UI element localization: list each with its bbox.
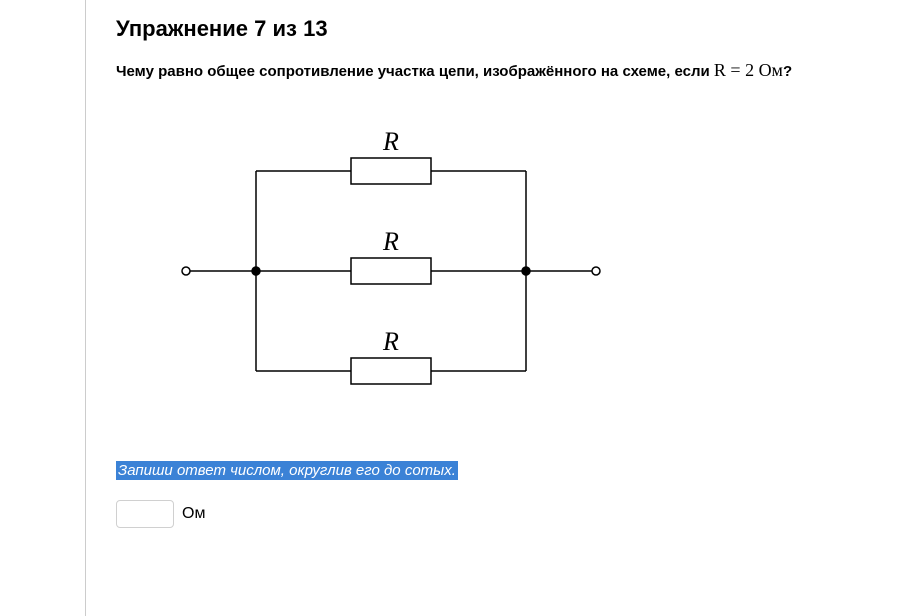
svg-text:R: R bbox=[382, 327, 399, 356]
answer-input[interactable] bbox=[116, 500, 174, 528]
question-after: ? bbox=[783, 63, 792, 80]
question-val: 2 bbox=[745, 60, 754, 80]
instruction-text: Запиши ответ числом, округлив его до сот… bbox=[116, 461, 458, 480]
question-before: Чему равно общее сопротивление участка ц… bbox=[116, 63, 714, 80]
answer-unit: Ом bbox=[182, 505, 205, 523]
question-text: Чему равно общее сопротивление участка ц… bbox=[116, 60, 882, 81]
answer-row: Ом bbox=[116, 500, 882, 528]
circuit-diagram: R R R bbox=[166, 101, 882, 431]
title-total: 13 bbox=[303, 16, 327, 41]
svg-text:R: R bbox=[382, 227, 399, 256]
title-current: 7 bbox=[254, 16, 266, 41]
circuit-svg: R R R bbox=[166, 101, 606, 431]
question-unit: Ом bbox=[754, 60, 783, 80]
sidebar-border bbox=[0, 0, 86, 616]
question-eq: = bbox=[726, 60, 745, 80]
title-connector: из bbox=[272, 16, 296, 41]
svg-text:R: R bbox=[382, 127, 399, 156]
exercise-title: Упражнение 7 из 13 bbox=[116, 16, 882, 42]
question-var: R bbox=[714, 60, 726, 80]
title-prefix: Упражнение bbox=[116, 16, 248, 41]
main-content: Упражнение 7 из 13 Чему равно общее сопр… bbox=[86, 0, 912, 616]
